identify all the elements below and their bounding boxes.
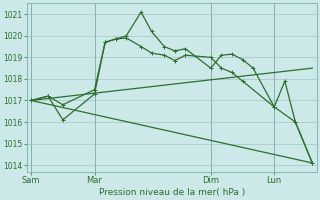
- X-axis label: Pression niveau de la mer( hPa ): Pression niveau de la mer( hPa ): [99, 188, 245, 197]
